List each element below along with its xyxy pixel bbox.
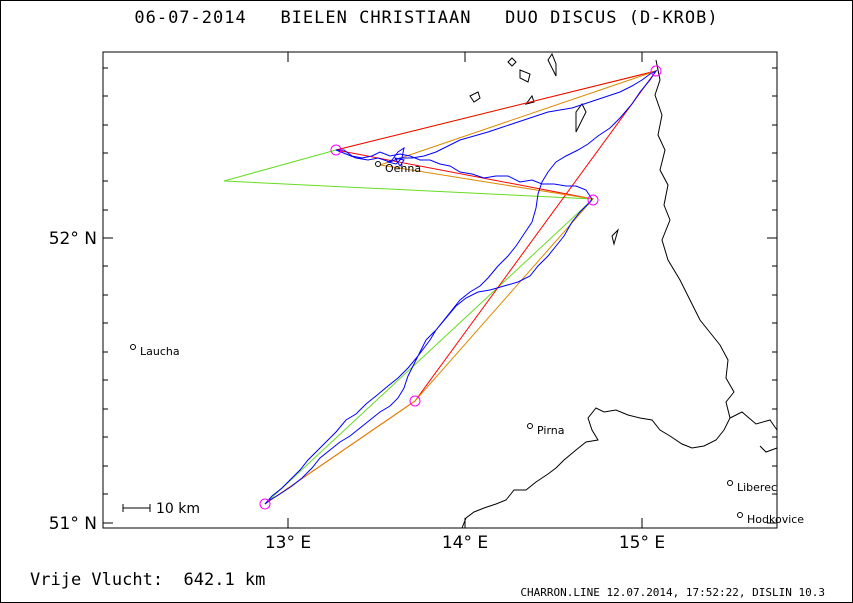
x-tick-13: 13° E <box>265 533 311 553</box>
turnpoint-2 <box>650 65 662 77</box>
border-germany-poland-czech <box>461 59 735 529</box>
minor-ticks <box>103 67 777 495</box>
task-line-orange <box>264 70 657 505</box>
border-fragment-east <box>759 445 778 453</box>
coast-island-5 <box>524 94 535 105</box>
town-marker-pirna <box>527 423 533 429</box>
coast-island-3 <box>507 57 517 67</box>
coast-island-4 <box>469 91 481 103</box>
flight-distance: Vrije Vlucht: 642.1 km <box>30 570 266 590</box>
turnpoint-1 <box>330 144 342 156</box>
x-tick-14: 14° E <box>442 533 488 553</box>
town-hodkovice: Hodkovice <box>747 513 804 526</box>
turnpoint-3 <box>587 194 599 206</box>
town-oehna: Oehna <box>385 162 421 175</box>
task-line-green <box>223 70 657 505</box>
town-pirna: Pirna <box>537 424 565 437</box>
plot-area <box>102 51 778 529</box>
scale-bar-label: 10 km <box>156 501 200 517</box>
towns: Laucha Oehna Pirna Liberec Hodkovice <box>130 161 804 526</box>
coast-island-2 <box>519 69 531 83</box>
flight-title: 06-07-2014 BIELEN CHRISTIAAN DUO DISCUS … <box>0 8 853 28</box>
flight-date: 06-07-2014 <box>134 8 247 28</box>
town-laucha: Laucha <box>140 345 180 358</box>
y-tick-52: 52° N <box>49 229 97 249</box>
coast-island-1 <box>547 52 557 77</box>
turnpoint-4 <box>409 395 421 407</box>
town-marker-oehna <box>375 161 381 167</box>
glider-name: DUO DISCUS (D-KROB) <box>505 8 719 28</box>
task-lines <box>223 70 658 505</box>
town-marker-liberec <box>727 480 733 486</box>
x-tick-15: 15° E <box>619 533 665 553</box>
y-tick-51: 51° N <box>49 514 97 534</box>
town-marker-hodkovice <box>737 512 743 518</box>
thermal-loop <box>386 146 405 167</box>
pilot-name: BIELEN CHRISTIAAN <box>280 8 472 28</box>
town-liberec: Liberec <box>737 481 777 494</box>
town-marker-laucha <box>130 344 136 350</box>
border-czech-poland-east <box>729 411 778 431</box>
scale-bar: 10 km <box>122 501 200 517</box>
software-info: CHARRON.LINE 12.07.2014, 17:52:22, DISLI… <box>520 586 825 599</box>
gps-track <box>264 69 658 505</box>
tick-marks <box>103 52 777 528</box>
turnpoints <box>259 65 662 510</box>
lake-1 <box>611 228 620 246</box>
turnpoint-start <box>259 498 271 510</box>
coast-island-6 <box>575 103 587 133</box>
